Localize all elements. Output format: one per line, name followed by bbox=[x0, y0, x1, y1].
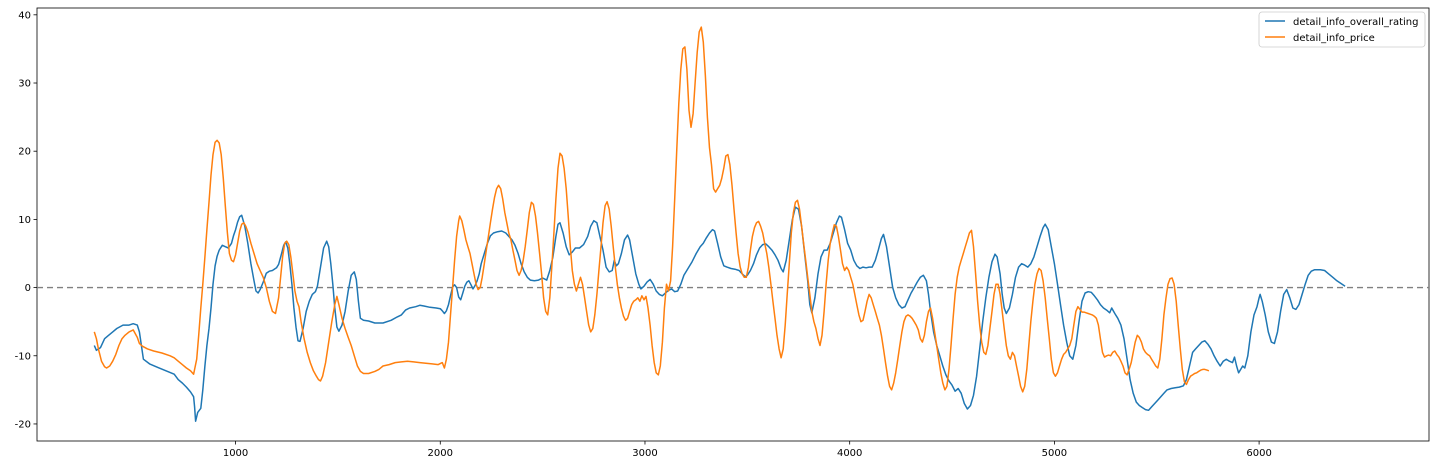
series-layer bbox=[93, 26, 1346, 422]
y-tick-label: 10 bbox=[18, 215, 31, 226]
y-tick-label: 40 bbox=[18, 10, 31, 21]
y-tick-label: 0 bbox=[25, 283, 31, 294]
x-tick-label: 6000 bbox=[1246, 448, 1271, 459]
y-tick-label: 30 bbox=[18, 79, 31, 90]
legend-box bbox=[1258, 11, 1426, 48]
axes-frame bbox=[36, 7, 1430, 442]
y-tick-label: -10 bbox=[15, 351, 31, 362]
x-tick-label: 1000 bbox=[223, 448, 248, 459]
y-tick-label: 20 bbox=[18, 147, 31, 158]
x-tick-label: 3000 bbox=[632, 448, 657, 459]
x-tick-label: 2000 bbox=[428, 448, 453, 459]
x-tick-label: 4000 bbox=[837, 448, 862, 459]
plot-area bbox=[36, 7, 1430, 442]
series-line-1 bbox=[93, 26, 1210, 393]
legend-label-price: detail_info_price bbox=[1293, 33, 1375, 44]
legend: detail_info_overall_rating detail_info_p… bbox=[1258, 11, 1426, 48]
y-axis: -20 -10 0 10 20 30 40 bbox=[15, 10, 37, 430]
x-tick-label: 5000 bbox=[1042, 448, 1067, 459]
y-tick-label: -20 bbox=[15, 419, 31, 430]
legend-label-overall-rating: detail_info_overall_rating bbox=[1293, 17, 1418, 28]
x-axis: 1000 2000 3000 4000 5000 6000 bbox=[223, 441, 1272, 459]
